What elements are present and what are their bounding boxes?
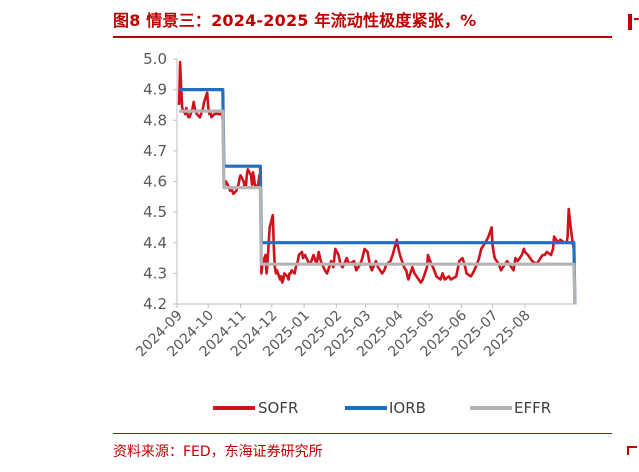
legend-label-iorb: IORB: [389, 399, 426, 417]
legend: SOFR IORB EFFR: [213, 399, 551, 417]
y-tick-label: 4.5: [143, 203, 167, 221]
adjacent-figure-edge: [628, 14, 632, 30]
y-tick-label: 4.3: [143, 264, 167, 282]
y-tick-label: 4.4: [143, 234, 167, 252]
series-line-sofr: [177, 60, 576, 284]
legend-label-sofr: SOFR: [258, 399, 298, 417]
series-line-iorb: [179, 88, 577, 305]
y-tick-label: 4.8: [143, 111, 167, 129]
y-tick-label: 5.0: [143, 50, 167, 68]
title-rule: [113, 36, 612, 38]
adjacent-figure-rule: [634, 18, 639, 20]
source-rule: [113, 433, 612, 434]
y-tick-label: 4.7: [143, 142, 167, 160]
adjacent-figure-corner: [626, 445, 639, 456]
legend-label-effr: EFFR: [514, 399, 551, 417]
source-note: 资料来源：FED，东海证券研究所: [113, 444, 323, 460]
y-tick-label: 4.6: [143, 173, 167, 191]
y-tick-label: 4.9: [143, 81, 167, 99]
x-axis: 2024-092024-102024-112024-122025-012025-…: [133, 303, 577, 360]
page-title: 图8 情景三：2024-2025 年流动性极度紧张，%: [113, 11, 477, 30]
series-line-effr: [179, 109, 577, 305]
y-axis: 5.0 4.9 4.8 4.7 4.6 4.5 4.4 4.3 4.2: [143, 50, 178, 313]
series-lines: [177, 60, 577, 305]
y-tick-label: 4.2: [143, 295, 167, 313]
